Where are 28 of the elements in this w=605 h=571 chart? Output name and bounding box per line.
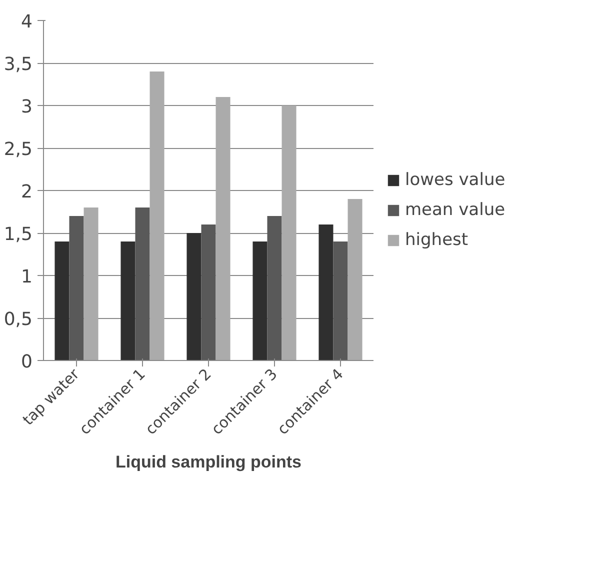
y-tick-label: 3 — [21, 96, 32, 118]
bar — [69, 216, 84, 360]
y-tick-label: 1,5 — [4, 224, 33, 245]
legend-label: highest — [405, 230, 468, 250]
bar — [348, 199, 362, 360]
bar — [333, 242, 348, 360]
y-tick-label: 1 — [21, 266, 32, 288]
y-tick-label: 4 — [21, 12, 32, 32]
y-tick-label: 2 — [21, 182, 32, 202]
bar — [282, 106, 296, 360]
y-tick-label: 2,5 — [4, 139, 33, 160]
bar — [252, 242, 268, 360]
bar — [84, 208, 98, 360]
bar — [201, 224, 216, 360]
bar — [54, 242, 70, 360]
bar — [318, 224, 334, 360]
legend-label: lowes value — [405, 170, 506, 190]
bar — [120, 242, 136, 360]
legend-label: mean value — [405, 200, 506, 220]
x-axis-title: Liquid sampling points — [115, 452, 302, 472]
bar — [216, 97, 230, 360]
bar — [186, 233, 202, 360]
y-tick-label: 0 — [21, 352, 32, 372]
bar — [267, 216, 282, 360]
bar — [150, 72, 164, 360]
bar — [135, 208, 150, 360]
y-tick-label: 0,5 — [4, 309, 33, 330]
y-tick-label: 3,5 — [4, 54, 33, 75]
